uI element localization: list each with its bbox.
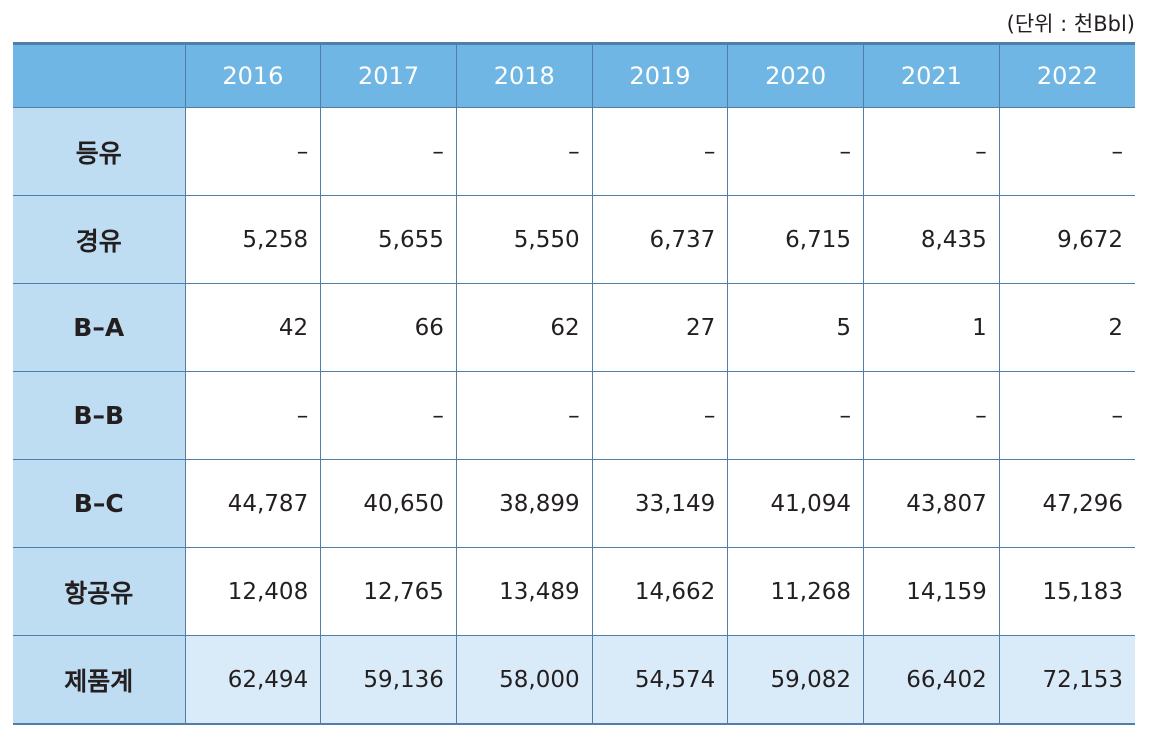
table-cell: 14,662: [592, 547, 729, 636]
row-label: 항공유: [13, 547, 186, 636]
table-cell: 1: [863, 283, 1000, 372]
table-cell: 59,136: [320, 635, 457, 725]
table-cell: 54,574: [592, 635, 729, 725]
header-2019: 2019: [592, 42, 729, 108]
table-cell: 6,715: [727, 195, 865, 284]
header-2018: 2018: [456, 42, 593, 108]
table-cell: 66: [320, 283, 457, 372]
row-label: 등유: [13, 107, 186, 196]
table-cell: 58,000: [456, 635, 593, 725]
table-cell: 40,650: [320, 459, 457, 548]
table-row: B–C 44,787 40,650 38,899 33,149 41,094 4…: [13, 459, 1135, 548]
row-label: B–A: [13, 283, 186, 372]
header-2017: 2017: [320, 42, 457, 108]
table-row: B–A 42 66 62 27 5 1 2: [13, 283, 1135, 372]
table-cell: –: [320, 371, 457, 460]
table-cell: 62: [456, 283, 593, 372]
table-cell: 13,489: [456, 547, 593, 636]
table-cell: 33,149: [592, 459, 729, 548]
table-cell: 15,183: [999, 547, 1135, 636]
table-cell: 66,402: [863, 635, 1000, 725]
table-row: B–B – – – – – – –: [13, 371, 1135, 460]
table-cell: –: [999, 371, 1135, 460]
table-cell: 8,435: [863, 195, 1000, 284]
header-row: 2016 2017 2018 2019 2020 2021 2022: [13, 42, 1135, 108]
table-cell: 5,550: [456, 195, 593, 284]
table-cell: 9,672: [999, 195, 1135, 284]
table-cell: 72,153: [999, 635, 1135, 725]
table-cell: 5,655: [320, 195, 457, 284]
header-corner: [13, 42, 186, 108]
table-row: 등유 – – – – – – –: [13, 107, 1135, 196]
table-cell: –: [863, 371, 1000, 460]
table-cell: 14,159: [863, 547, 1000, 636]
table-row: 항공유 12,408 12,765 13,489 14,662 11,268 1…: [13, 547, 1135, 636]
table-cell: 44,787: [185, 459, 322, 548]
table-cell: 41,094: [727, 459, 865, 548]
table-cell: –: [727, 371, 865, 460]
table-cell: –: [456, 107, 593, 196]
total-row: 제품계 62,494 59,136 58,000 54,574 59,082 6…: [13, 635, 1135, 725]
table-cell: 38,899: [456, 459, 593, 548]
table-cell: –: [592, 371, 729, 460]
row-label: B–B: [13, 371, 186, 460]
row-label: 제품계: [13, 635, 186, 725]
header-2016: 2016: [185, 42, 322, 108]
row-label: B–C: [13, 459, 186, 548]
table-cell: –: [727, 107, 865, 196]
table-cell: 12,765: [320, 547, 457, 636]
table-cell: –: [320, 107, 457, 196]
header-2022: 2022: [999, 42, 1135, 108]
table-cell: –: [185, 107, 322, 196]
table-cell: 5: [727, 283, 865, 372]
table-cell: 5,258: [185, 195, 322, 284]
data-table: 2016 2017 2018 2019 2020 2021 2022 등유 – …: [13, 42, 1135, 725]
table-cell: 12,408: [185, 547, 322, 636]
table-cell: –: [863, 107, 1000, 196]
table-cell: 43,807: [863, 459, 1000, 548]
header-2021: 2021: [863, 42, 1000, 108]
table-cell: 42: [185, 283, 322, 372]
table-cell: –: [185, 371, 322, 460]
table-cell: 2: [999, 283, 1135, 372]
table-cell: 6,737: [592, 195, 729, 284]
table-cell: 62,494: [185, 635, 322, 725]
row-label: 경유: [13, 195, 186, 284]
table-cell: 27: [592, 283, 729, 372]
table-cell: 47,296: [999, 459, 1135, 548]
unit-label: (단위 : 천Bbl): [1006, 12, 1135, 36]
table-cell: –: [456, 371, 593, 460]
table-cell: –: [592, 107, 729, 196]
header-2020: 2020: [727, 42, 865, 108]
table-cell: 11,268: [727, 547, 865, 636]
table-cell: 59,082: [727, 635, 865, 725]
table-row: 경유 5,258 5,655 5,550 6,737 6,715 8,435 9…: [13, 195, 1135, 284]
table-cell: –: [999, 107, 1135, 196]
